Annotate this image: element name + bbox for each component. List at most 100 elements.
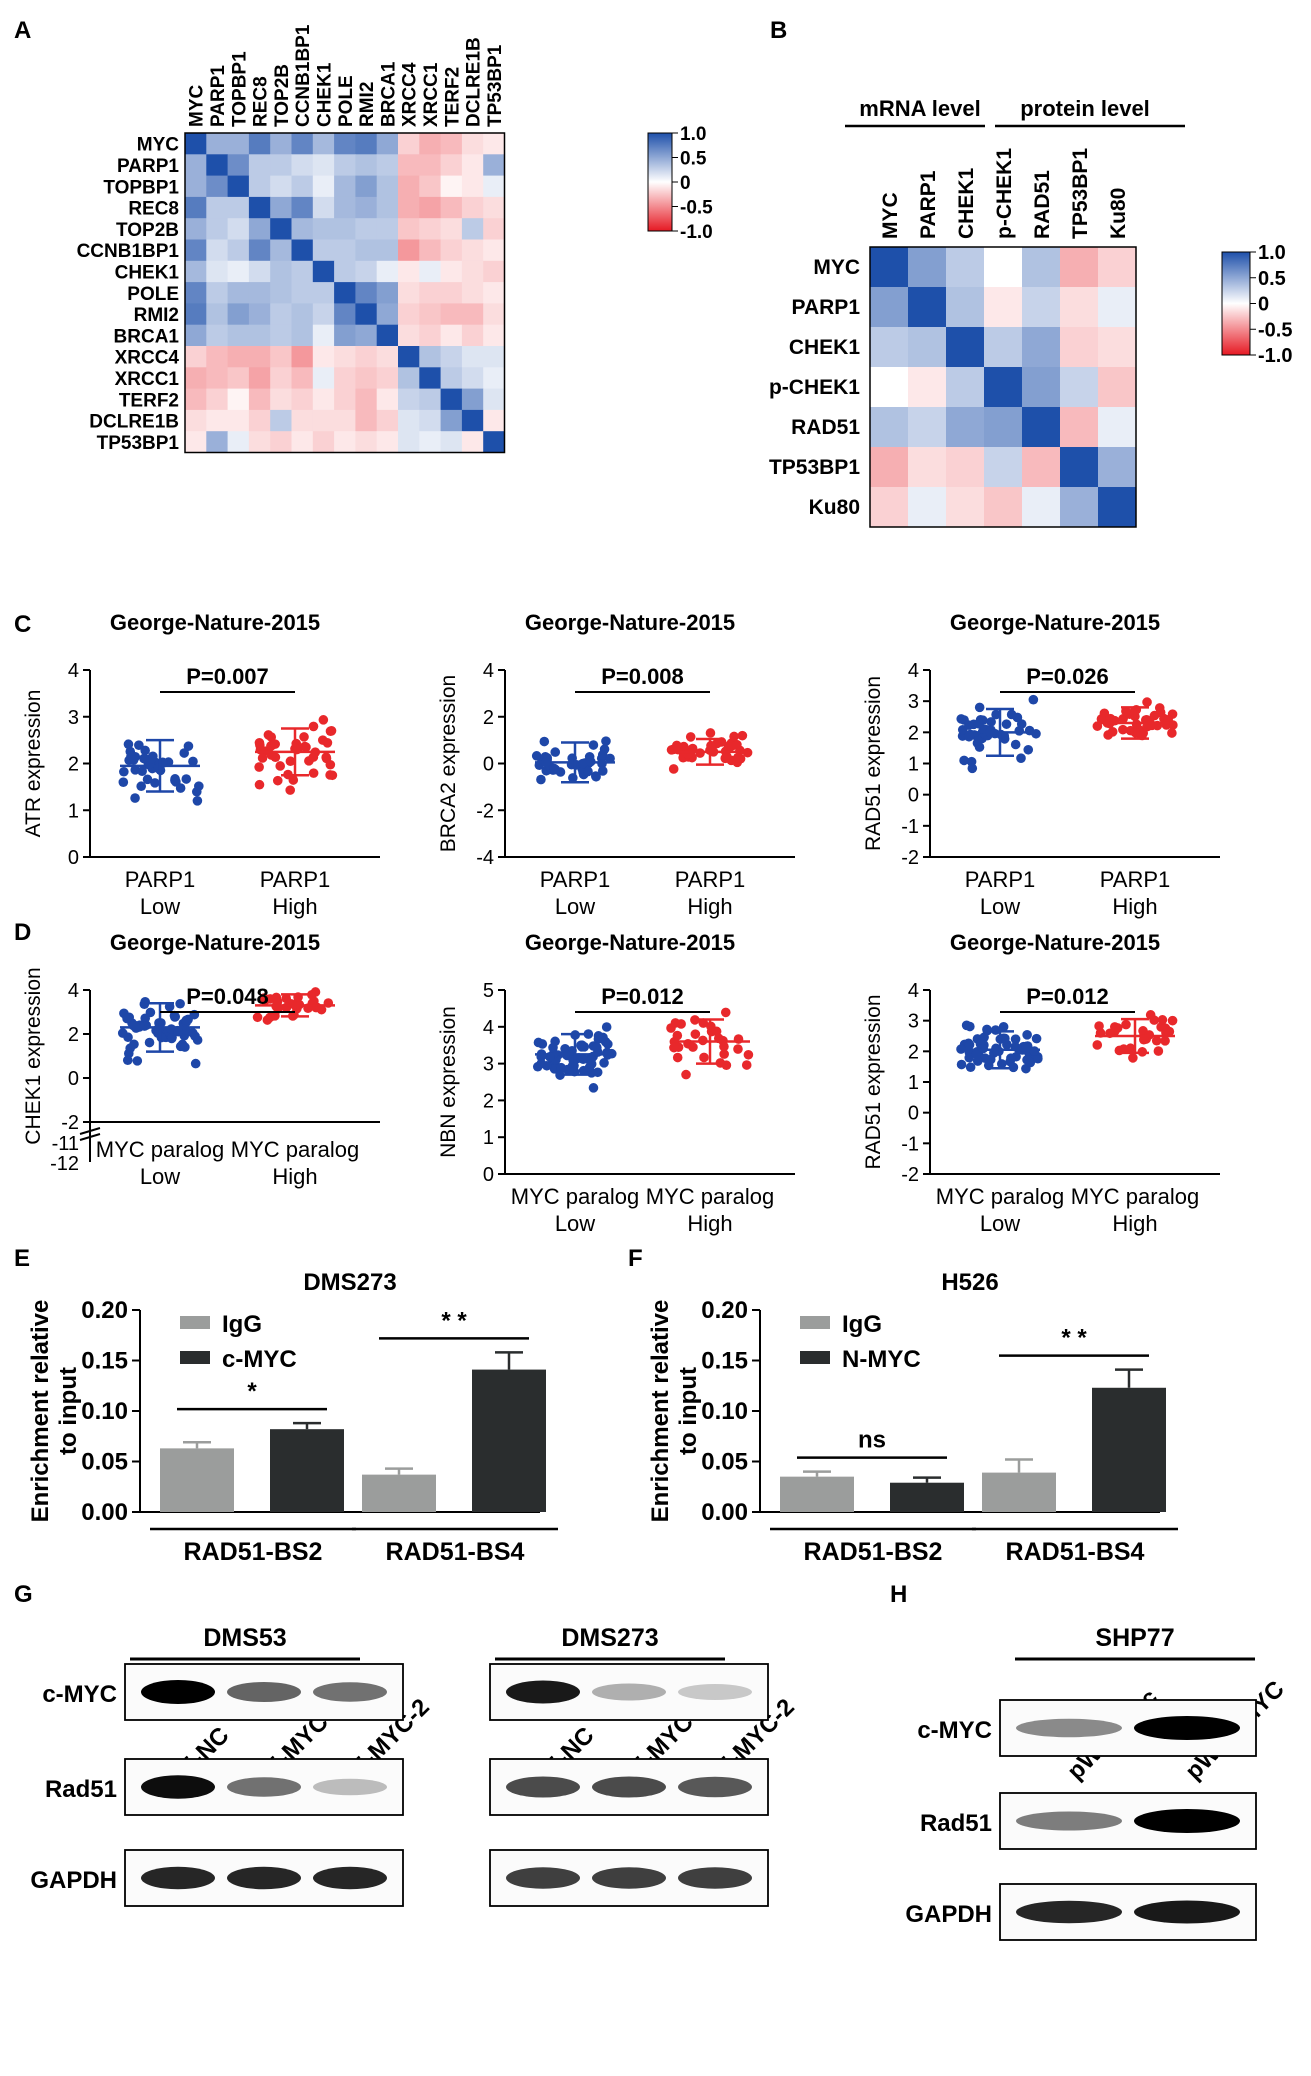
heatmap-cell [291, 133, 314, 155]
data-point [1028, 694, 1039, 705]
column-label: RAD51 [1031, 170, 1054, 239]
heatmap-cell [185, 324, 207, 347]
data-point [128, 755, 139, 765]
data-point [1025, 1057, 1036, 1068]
heatmap-cell [248, 239, 271, 262]
data-point [1167, 1015, 1178, 1026]
heatmap-cell [206, 346, 228, 368]
data-point [732, 739, 742, 750]
heatmap-cell [206, 154, 228, 176]
data-point [688, 1042, 698, 1052]
data-point [669, 1042, 679, 1053]
heatmap-cell [248, 388, 271, 411]
protein-label: c-MYC [917, 1717, 992, 1744]
heatmap-cell [291, 196, 314, 219]
heatmap-cell [355, 346, 378, 368]
heatmap-cell [946, 287, 985, 328]
legend-tick-label: -1.0 [680, 222, 713, 243]
blot-band [313, 1682, 387, 1702]
x-group-label: Low [140, 1164, 180, 1189]
x-group-label: PARP1 [1100, 867, 1171, 892]
data-point [705, 728, 716, 738]
heatmap-cell [376, 303, 399, 326]
row-label: RAD51 [791, 416, 860, 439]
data-point [281, 1002, 292, 1013]
data-point [533, 1037, 544, 1048]
y-tick-label: -2 [901, 1164, 919, 1186]
column-label: PARP1 [208, 65, 229, 127]
x-group-label: High [1112, 1211, 1157, 1236]
bar-chart: H526 0.00 0.05 0.10 0.15 0.20 Enrichment relat… [647, 1269, 1178, 1566]
category-label: RAD51-BS4 [386, 1538, 525, 1566]
heatmap-cell [312, 218, 335, 240]
column-label: TP53BP1 [1069, 148, 1092, 239]
heatmap-cell [334, 431, 356, 453]
cell-line-label: SHP77 [1095, 1624, 1174, 1652]
blot-band [592, 1776, 666, 1798]
plot-title: George-Nature-2015 [110, 610, 320, 635]
heatmap-cell [334, 346, 356, 368]
heatmap-cell [440, 218, 463, 240]
data-point [254, 779, 265, 790]
column-label: MYC [879, 192, 902, 239]
heatmap-cell [312, 388, 335, 411]
heatmap-cell [270, 239, 292, 262]
data-point [1118, 1044, 1129, 1054]
heatmap-cell [248, 324, 271, 347]
heatmap-cell [291, 367, 314, 389]
data-point [142, 774, 153, 785]
heatmap-cell [291, 346, 314, 368]
heatmap-cell [398, 260, 420, 283]
data-point [539, 736, 550, 747]
data-point [1151, 1035, 1162, 1046]
heatmap-cell [1060, 287, 1099, 328]
y-tick-label: 2 [68, 1024, 79, 1046]
heatmap-cell [1022, 327, 1061, 368]
data-point [974, 719, 985, 729]
x-group-label: PARP1 [540, 867, 611, 892]
data-point [134, 740, 144, 750]
heatmap-cell [185, 154, 207, 176]
y-tick-label: 0 [908, 785, 919, 807]
y-tick-label: 0.05 [701, 1449, 748, 1476]
x-group-label: High [687, 1211, 732, 1236]
data-point [599, 1058, 609, 1068]
data-point [588, 1083, 599, 1093]
y-tick-label: -2 [476, 800, 494, 822]
y-axis-label: Enrichment relative [647, 1300, 674, 1523]
data-point [118, 777, 129, 787]
heatmap-cell [419, 409, 441, 432]
legend-tick-label: -1.0 [1258, 345, 1292, 367]
heatmap-cell [1098, 407, 1137, 448]
x-group-label: PARP1 [260, 867, 331, 892]
blot-band [592, 1867, 666, 1889]
heatmap-cell [946, 487, 985, 528]
heatmap-cell [870, 247, 909, 288]
blot-band [227, 1866, 301, 1890]
group-label-protein: protein level [1020, 96, 1150, 121]
heatmap-cell [312, 324, 335, 347]
heatmap-cell [398, 409, 420, 432]
y-tick-label: 2 [68, 754, 79, 776]
category-label: RAD51-BS4 [1006, 1538, 1145, 1566]
heatmap-cell [376, 409, 399, 432]
column-label: TP53BP1 [485, 44, 506, 127]
data-point [671, 740, 682, 751]
y-tick-label: 2 [908, 722, 919, 744]
blot-band [1016, 1718, 1122, 1738]
blot-band [592, 1683, 666, 1701]
heatmap-cell [461, 154, 484, 176]
heatmap-cell [483, 175, 505, 198]
y-tick-label: 1 [483, 1127, 494, 1149]
y-tick-label: 1 [908, 1072, 919, 1094]
heatmap-cell [1060, 327, 1099, 368]
color-legend-bar [1221, 251, 1251, 356]
panel-letter-A: A [14, 17, 31, 44]
data-point [1118, 724, 1128, 735]
data-point [550, 764, 561, 775]
data-point [325, 759, 336, 770]
bar [1092, 1387, 1166, 1512]
column-label: TOPBP1 [229, 51, 250, 127]
heatmap-cell [270, 388, 292, 411]
